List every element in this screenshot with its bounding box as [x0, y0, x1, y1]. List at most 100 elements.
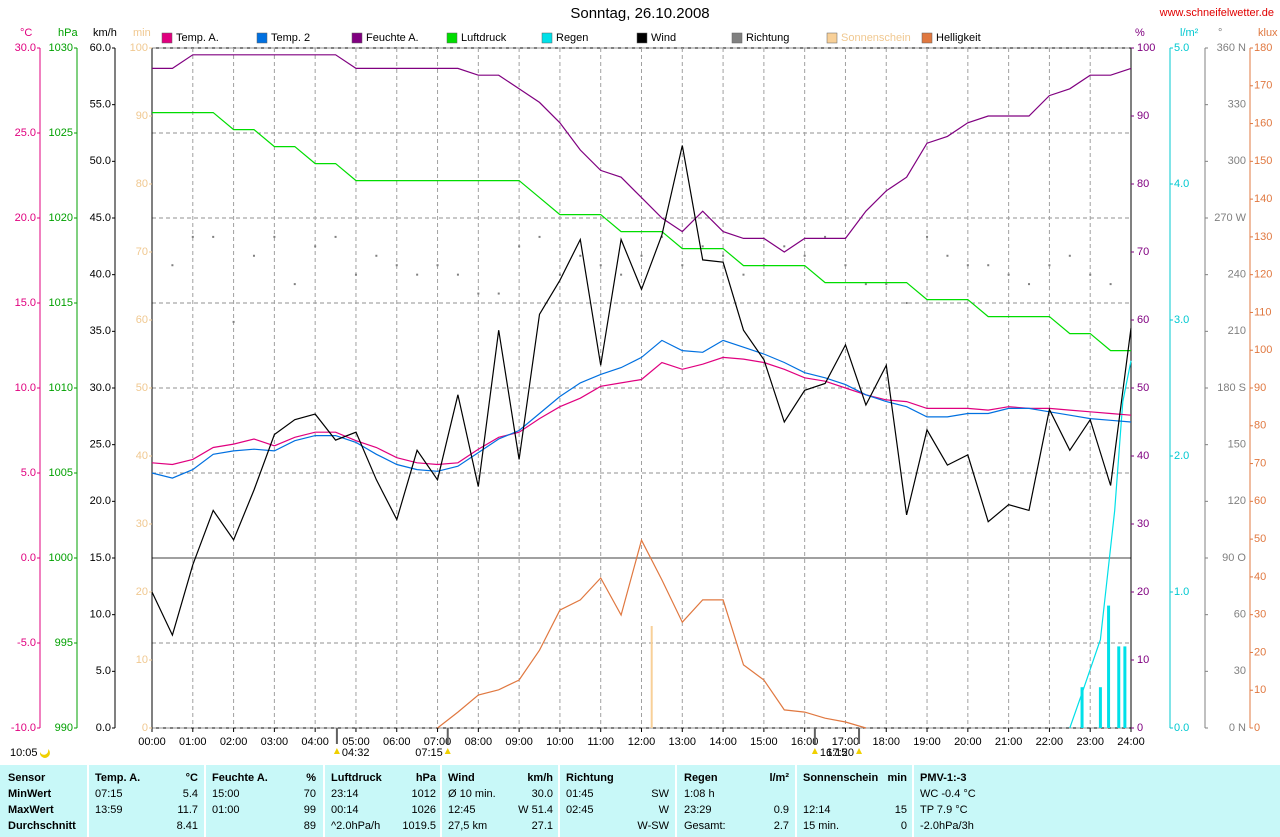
y-tick-label: 70 [136, 246, 148, 258]
y-tick-label: 1015 [49, 297, 73, 309]
note: 10:05 [10, 747, 38, 759]
x-tick-label: 23:00 [1076, 736, 1104, 748]
table-cell: 89 [304, 820, 316, 832]
y-tick-label: 330 [1228, 99, 1246, 111]
y-tick-label: 90 [1137, 110, 1149, 122]
y-tick-label: 0.0 [21, 552, 36, 564]
y-tick-label: 180 S [1217, 382, 1246, 394]
y-tick-label: 0.0 [1174, 722, 1189, 734]
direction-dot [987, 264, 990, 267]
x-tick-label: 09:00 [505, 736, 533, 748]
axis-unit: ° [1218, 27, 1222, 39]
direction-dot [191, 235, 194, 238]
y-tick-label: 10 [1254, 684, 1266, 696]
table-cell: Ø 10 min. [448, 788, 496, 800]
y-tick-label: 0 [1137, 722, 1143, 734]
table-cell: MaxWert [8, 804, 54, 816]
y-tick-label: 5.0 [1174, 42, 1189, 54]
direction-dot [864, 283, 867, 286]
direction-dot [395, 264, 398, 267]
x-tick-label: 00:00 [138, 736, 166, 748]
x-tick-label: 06:00 [383, 736, 411, 748]
x-tick-label: 02:00 [220, 736, 248, 748]
y-tick-label: 70 [1137, 246, 1149, 258]
direction-dot [905, 302, 908, 304]
y-tick-label: 30 [1254, 609, 1266, 621]
legend-label: Luftdruck [461, 32, 507, 44]
legend-swatch [921, 32, 933, 44]
y-tick-label: 40 [1137, 450, 1149, 462]
direction-dot [354, 273, 357, 276]
y-tick-label: 30 [1137, 518, 1149, 530]
y-tick-label: 25.0 [90, 439, 111, 451]
table-cell: 15 [895, 804, 907, 816]
y-tick-label: 40.0 [90, 269, 111, 281]
y-tick-label: 990 [55, 722, 73, 734]
direction-dot [966, 264, 969, 267]
y-tick-label: 170 [1254, 80, 1272, 92]
legend-swatch [256, 32, 268, 44]
direction-dot [456, 273, 459, 276]
y-tick-label: 20 [136, 586, 148, 598]
legend-label: Richtung [746, 32, 789, 44]
table-cell: 27,5 km [448, 820, 487, 832]
direction-dot [620, 273, 623, 276]
table-cell: Luftdruck [331, 772, 383, 784]
axis-unit: klux [1258, 27, 1278, 39]
x-tick-label: 01:00 [179, 736, 207, 748]
y-tick-label: 2.0 [1174, 450, 1189, 462]
table-cell: 70 [304, 788, 316, 800]
x-tick-label: 11:00 [587, 736, 614, 748]
table-cell: 23:14 [331, 788, 359, 800]
x-tick-label: 03:00 [261, 736, 289, 748]
y-tick-label: 150 [1228, 439, 1246, 451]
direction-dot [824, 235, 827, 238]
direction-dot [885, 283, 888, 286]
y-tick-label: 10.0 [90, 609, 111, 621]
table-cell: 13:59 [95, 804, 123, 816]
legend-label: Regen [556, 32, 588, 44]
table-cell: 11.7 [177, 804, 198, 816]
direction-dot [742, 273, 745, 276]
direction-dot [640, 254, 643, 257]
table-cell: 15:00 [212, 788, 240, 800]
event-icon [444, 748, 451, 754]
table-cell: Wind [448, 772, 475, 784]
table-cell: Regen [684, 772, 718, 784]
table-cell: 2.7 [774, 820, 789, 832]
x-tick-label: 16:00 [791, 736, 819, 748]
y-tick-label: 15.0 [90, 552, 111, 564]
x-tick-label: 07:00 [424, 736, 452, 748]
y-tick-label: 140 [1254, 193, 1272, 205]
y-tick-label: 210 [1228, 325, 1246, 337]
y-tick-label: 4.0 [1174, 178, 1189, 190]
y-tick-label: 70 [1254, 457, 1266, 469]
x-tick-label: 04:00 [301, 736, 329, 748]
table-cell: 1012 [412, 788, 436, 800]
axis-unit: l/m² [1180, 27, 1199, 39]
table-cell: Temp. A. [95, 772, 140, 784]
legend-swatch [351, 32, 363, 44]
table-cell: 5.4 [183, 788, 198, 800]
table-cell: 1026 [412, 804, 436, 816]
axis-unit: hPa [58, 27, 78, 39]
y-tick-label: 130 [1254, 231, 1272, 243]
direction-dot [681, 264, 684, 267]
y-tick-label: 90 [1254, 382, 1266, 394]
table-background [0, 765, 1280, 837]
table-cell: 02:45 [566, 804, 594, 816]
direction-dot [232, 320, 235, 323]
table-cell: 15 min. [803, 820, 839, 832]
y-tick-label: 10 [136, 654, 148, 666]
y-tick-label: 360 N [1217, 42, 1246, 54]
rain-bar [1098, 687, 1102, 728]
direction-dot [497, 292, 500, 295]
x-tick-label: 12:00 [628, 736, 656, 748]
direction-dot [293, 283, 296, 286]
direction-dot [599, 264, 602, 267]
legend-label: Temp. A. [176, 32, 219, 44]
table-cell: min [887, 772, 907, 784]
y-tick-label: 180 [1254, 42, 1272, 54]
legend-swatch [731, 32, 743, 44]
table-cell: TP 7.9 °C [920, 804, 968, 816]
